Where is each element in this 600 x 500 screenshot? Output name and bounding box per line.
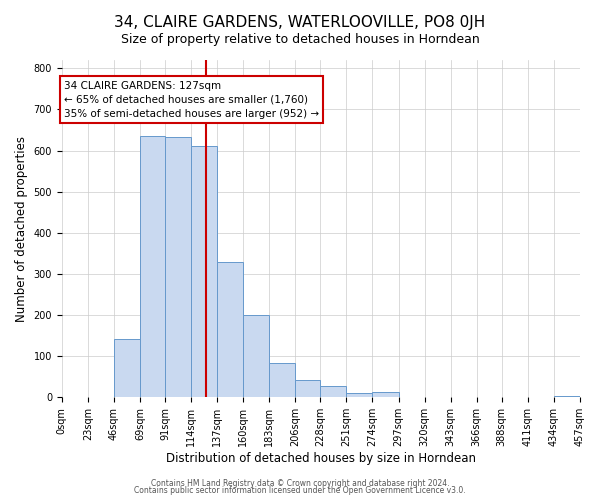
Bar [165,138,191,398]
X-axis label: Distribution of detached houses by size in Horndean: Distribution of detached houses by size … [166,452,476,465]
Bar [62,396,88,398]
Bar [114,338,140,398]
Bar [243,315,269,398]
Bar [320,386,346,398]
Text: 34 CLAIRE GARDENS: 127sqm
← 65% of detached houses are smaller (1,760)
35% of se: 34 CLAIRE GARDENS: 127sqm ← 65% of detac… [64,80,319,118]
Y-axis label: Number of detached properties: Number of detached properties [15,136,28,322]
Bar [346,393,373,398]
Bar [191,146,217,398]
Text: Contains HM Land Registry data © Crown copyright and database right 2024.: Contains HM Land Registry data © Crown c… [151,478,449,488]
Bar [554,396,580,398]
Bar [217,262,243,398]
Bar [269,363,295,398]
Text: Contains public sector information licensed under the Open Government Licence v3: Contains public sector information licen… [134,486,466,495]
Text: 34, CLAIRE GARDENS, WATERLOOVILLE, PO8 0JH: 34, CLAIRE GARDENS, WATERLOOVILLE, PO8 0… [115,15,485,30]
Bar [373,392,398,398]
Text: Size of property relative to detached houses in Horndean: Size of property relative to detached ho… [121,32,479,46]
Bar [140,136,165,398]
Bar [295,380,320,398]
